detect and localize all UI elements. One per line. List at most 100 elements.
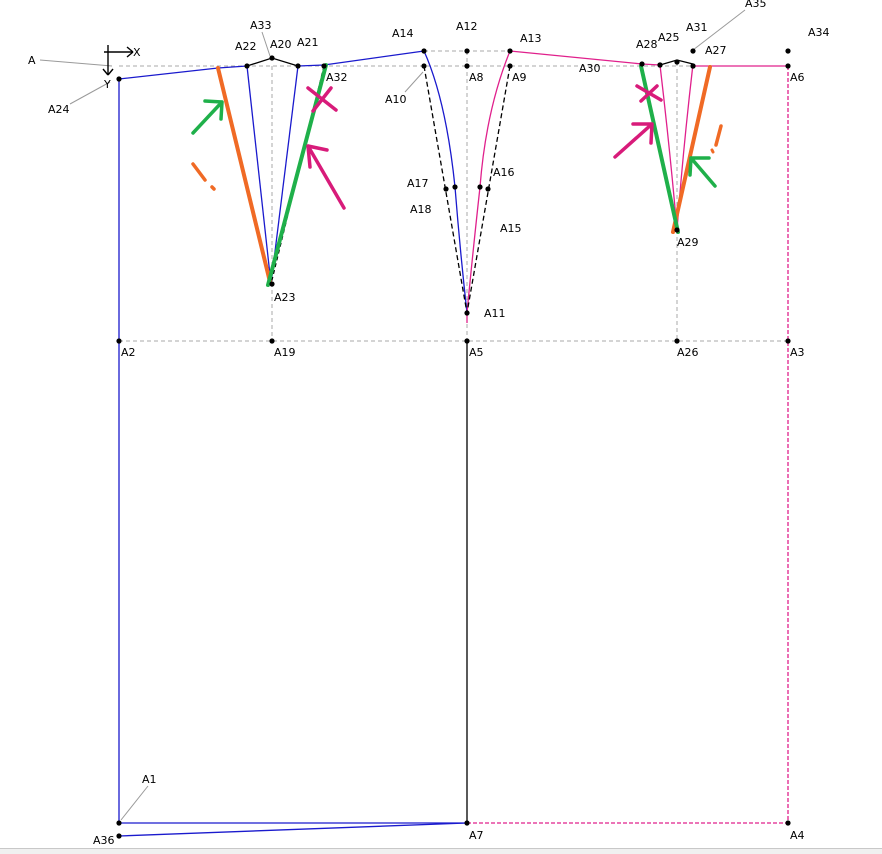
point-marker-a2[interactable] — [116, 338, 122, 344]
orange-dot-right — [710, 148, 715, 154]
point-label-a19[interactable]: A19 — [274, 346, 296, 359]
back-piece-outline — [466, 50, 789, 824]
point-marker-a11[interactable] — [464, 310, 470, 316]
labels-layer: A A1 A2 A3 A4 A5 A6 A7 A8 A9 A10 A11 A12 A13 A14 A15 A16… — [28, 0, 830, 847]
point-marker-a12[interactable] — [464, 48, 470, 54]
point-marker-a10[interactable] — [421, 63, 427, 69]
point-label-a13[interactable]: A13 — [520, 32, 542, 45]
point-marker-a17[interactable] — [443, 186, 449, 192]
construction-lines — [39, 9, 788, 821]
green-correction-line-left — [266, 63, 328, 287]
point-label-a15[interactable]: A15 — [500, 222, 522, 235]
point-marker-a34[interactable] — [785, 48, 791, 54]
front-piece-outline — [118, 50, 468, 837]
orange-correction-line-right — [671, 65, 712, 234]
point-marker-a21[interactable] — [295, 63, 301, 69]
front-waist-line — [118, 65, 248, 80]
point-marker-a24[interactable] — [116, 76, 122, 82]
leader-line-a1 — [120, 785, 149, 821]
point-label-a9[interactable]: A9 — [512, 71, 527, 84]
point-label-a34[interactable]: A34 — [808, 26, 830, 39]
axis-x-arrow-b — [126, 51, 134, 58]
point-label-a10[interactable]: A10 — [385, 93, 407, 106]
point-marker-a29[interactable] — [674, 227, 680, 233]
point-marker-a3[interactable] — [785, 338, 791, 344]
horizontal-scrollbar[interactable] — [0, 848, 882, 854]
axis-x-arrow — [126, 46, 134, 53]
point-label-a14[interactable]: A14 — [392, 27, 414, 40]
point-label-a26[interactable]: A26 — [677, 346, 699, 359]
point-marker-a16[interactable] — [477, 184, 483, 190]
point-label-a23[interactable]: A23 — [274, 291, 296, 304]
point-label-a31[interactable]: A31 — [686, 21, 708, 34]
point-marker-a13[interactable] — [507, 48, 513, 54]
point-label-a20[interactable]: A20 — [270, 38, 292, 51]
point-marker-a27[interactable] — [690, 48, 696, 54]
leader-line-a24 — [69, 81, 111, 105]
point-label-a8[interactable]: A8 — [469, 71, 484, 84]
point-label-a11[interactable]: A11 — [484, 307, 506, 320]
point-label-a5[interactable]: A5 — [469, 346, 484, 359]
point-label-a28[interactable]: A28 — [636, 38, 658, 51]
orange-tick-left — [191, 162, 207, 182]
pink-arrow-left — [306, 144, 346, 210]
point-label-a35[interactable]: A35 — [745, 0, 767, 10]
orange-correction-line-left — [216, 66, 272, 284]
front-dart-dashed-left — [423, 65, 468, 314]
point-label-a22[interactable]: A22 — [235, 40, 257, 53]
origin-axis-icon: X Y — [102, 45, 141, 91]
point-marker-a26[interactable] — [674, 338, 680, 344]
point-marker-a5[interactable] — [464, 338, 470, 344]
point-marker-a32[interactable] — [321, 63, 327, 69]
point-marker-a6[interactable] — [785, 63, 791, 69]
point-label-a29[interactable]: A29 — [677, 236, 699, 249]
point-marker-a22[interactable] — [244, 63, 250, 69]
front-hem-line-bottom — [118, 822, 468, 837]
point-marker-extra-1[interactable] — [116, 820, 122, 826]
point-marker-extra-3[interactable] — [690, 63, 696, 69]
point-label-a25[interactable]: A25 — [658, 31, 680, 44]
axis-y-arrow-b — [107, 68, 114, 76]
point-label-a6[interactable]: A6 — [790, 71, 805, 84]
point-label-a24[interactable]: A24 — [48, 103, 70, 116]
point-label-a4[interactable]: A4 — [790, 829, 805, 842]
point-marker-a20[interactable] — [269, 55, 275, 61]
axis-x-label: X — [133, 46, 141, 59]
point-marker-a4[interactable] — [785, 820, 791, 826]
point-label-a17[interactable]: A17 — [407, 177, 429, 190]
point-marker-a7[interactable] — [464, 820, 470, 826]
point-label-a3[interactable]: A3 — [790, 346, 805, 359]
points-layer — [116, 48, 791, 839]
point-label-a27[interactable]: A27 — [705, 44, 727, 57]
front-dart-left-leg — [246, 65, 272, 285]
point-label-a12[interactable]: A12 — [456, 20, 478, 33]
point-marker-a23[interactable] — [269, 281, 275, 287]
green-arrow-right — [688, 156, 717, 188]
point-marker-a18[interactable] — [452, 184, 458, 190]
point-marker-a14[interactable] — [421, 48, 427, 54]
leader-line-a35 — [692, 9, 746, 51]
point-label-a2[interactable]: A2 — [121, 346, 136, 359]
point-label-a1[interactable]: A1 — [142, 773, 157, 786]
point-marker-extra-2[interactable] — [657, 62, 663, 68]
point-marker-a15[interactable] — [485, 186, 491, 192]
point-marker-a8[interactable] — [464, 63, 470, 69]
point-label-a30[interactable]: A30 — [579, 62, 601, 75]
point-label-a33[interactable]: A33 — [250, 19, 272, 32]
point-label-a21[interactable]: A21 — [297, 36, 319, 49]
point-marker-a9[interactable] — [507, 63, 513, 69]
point-marker-a25[interactable] — [674, 59, 680, 65]
point-marker-a30[interactable] — [639, 61, 645, 67]
point-label-a36[interactable]: A36 — [93, 834, 115, 847]
axis-y-label: Y — [103, 78, 111, 91]
point-label-a32[interactable]: A32 — [326, 71, 348, 84]
point-label-a7[interactable]: A7 — [469, 829, 484, 842]
point-label-a[interactable]: A — [28, 54, 36, 67]
point-marker-a36[interactable] — [116, 833, 122, 839]
orange-dot-left — [210, 185, 216, 191]
point-label-a16[interactable]: A16 — [493, 166, 515, 179]
point-marker-a19[interactable] — [269, 338, 275, 344]
point-label-a18[interactable]: A18 — [410, 203, 432, 216]
